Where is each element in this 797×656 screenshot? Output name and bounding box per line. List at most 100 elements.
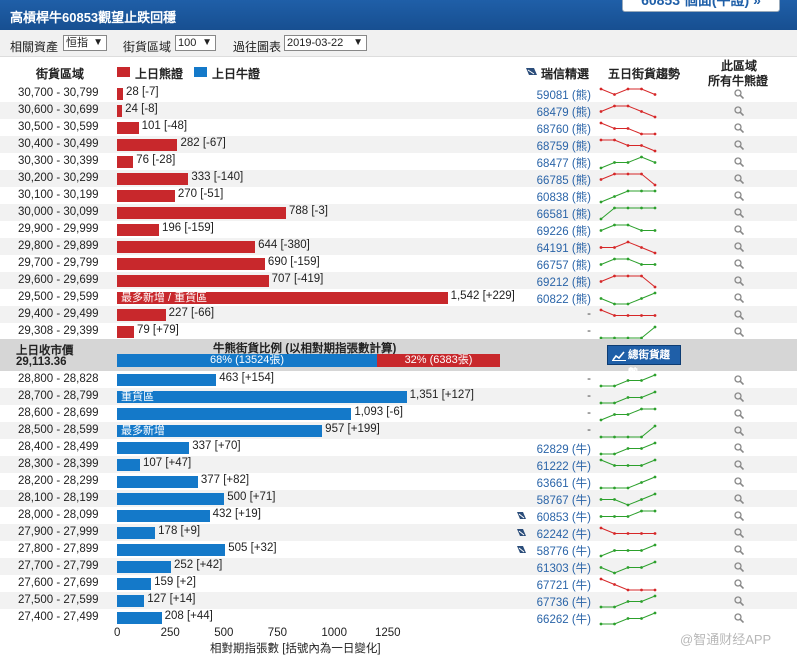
warrant-link[interactable]: 68479 (熊) [536, 107, 591, 119]
magnifier-icon[interactable] [734, 528, 744, 538]
magnifier-icon[interactable] [734, 89, 744, 99]
bar-value-label: 333 [-140] [191, 171, 244, 183]
warrant-link[interactable]: 68760 (熊) [536, 124, 591, 136]
warrant-link[interactable]: 67721 (牛) [536, 580, 591, 592]
warrant-link[interactable]: 58767 (牛) [536, 495, 591, 507]
warrant-link[interactable]: 68477 (熊) [536, 158, 591, 170]
magnifier-icon[interactable] [734, 276, 744, 286]
table-row: 30,700 - 30,799 28 [-7] 59081 (熊) [0, 85, 797, 102]
warrant-link[interactable]: 66785 (熊) [536, 175, 591, 187]
warrant-link[interactable]: 59081 (熊) [536, 90, 591, 102]
bull-ratio-bar: 68% (13524張) [117, 354, 377, 367]
warrant-link[interactable]: 66757 (熊) [536, 260, 591, 272]
range-header: 街貨區域 [36, 67, 85, 81]
magnifier-icon[interactable] [734, 327, 744, 337]
date-select[interactable]: 2019-03-22 ▼ [284, 35, 367, 51]
magnifier-icon[interactable] [734, 242, 744, 252]
trend-sparkline [599, 373, 657, 388]
bar-value-label: 127 [+14] [147, 593, 196, 605]
warrant-link[interactable]: 69212 (熊) [536, 277, 591, 289]
range-label: 27,600 - 27,699 [18, 577, 99, 589]
trend-sparkline [599, 560, 657, 575]
range-label: 30,700 - 30,799 [18, 87, 99, 99]
range-select-value: 100 [178, 37, 197, 49]
warrant-link: - [587, 325, 591, 337]
bar-value-label: 107 [+47] [142, 457, 192, 469]
range-label: 29,900 - 29,999 [18, 223, 99, 235]
warrant-link[interactable]: 67736 (牛) [536, 597, 591, 609]
bar-value-label: 788 [-3] [288, 205, 328, 217]
trend-sparkline [599, 492, 657, 507]
range-select[interactable]: 100 ▼ [175, 35, 216, 51]
warrant-link[interactable]: 62242 (牛) [536, 529, 591, 541]
warrant-link[interactable]: 66581 (熊) [536, 209, 591, 221]
warrant-link[interactable]: 60853 (牛) [536, 512, 591, 524]
magnifier-icon[interactable] [734, 208, 744, 218]
magnifier-icon[interactable] [734, 494, 744, 504]
magnifier-icon[interactable] [734, 477, 744, 487]
magnifier-icon[interactable] [734, 191, 744, 201]
warrant-link[interactable]: 69226 (熊) [536, 226, 591, 238]
warrant-link[interactable]: 62829 (牛) [536, 444, 591, 456]
warrant-detail-button[interactable]: 60853 個面(牛證) » [622, 0, 780, 12]
trend-sparkline [599, 206, 657, 221]
bull-bar: 最多新增 [117, 425, 323, 437]
warrant-link[interactable]: 61303 (牛) [536, 563, 591, 575]
table-row: 30,600 - 30,699 24 [-8] 68479 (熊) [0, 102, 797, 119]
warrant-link[interactable]: 60822 (熊) [536, 294, 591, 306]
magnifier-icon[interactable] [734, 409, 744, 419]
magnifier-icon[interactable] [734, 596, 744, 606]
magnifier-icon[interactable] [734, 293, 744, 303]
trend-sparkline [599, 526, 657, 535]
magnifier-icon[interactable] [734, 140, 744, 150]
magnifier-icon[interactable] [734, 443, 744, 453]
magnifier-icon[interactable] [734, 310, 744, 320]
trend-sparkline [599, 308, 657, 317]
table-row: 27,400 - 27,499 208 [+44] 66262 (牛) [0, 609, 797, 626]
magnifier-icon[interactable] [734, 613, 744, 623]
magnifier-icon[interactable] [734, 562, 744, 572]
magnifier-icon[interactable] [734, 392, 744, 402]
warrant-link[interactable]: 68759 (熊) [536, 141, 591, 153]
magnifier-icon[interactable] [734, 106, 744, 116]
magnifier-icon[interactable] [734, 259, 744, 269]
magnifier-icon[interactable] [734, 426, 744, 436]
axis-tick-label: 500 [214, 627, 234, 639]
magnifier-icon[interactable] [734, 579, 744, 589]
axis-tick-label: 250 [160, 627, 180, 639]
total-trend-button[interactable]: 總街貨趨勢 [607, 345, 681, 379]
magnifier-icon[interactable] [734, 511, 744, 521]
magnifier-icon[interactable] [734, 460, 744, 470]
warrant-link[interactable]: 60838 (熊) [536, 192, 591, 204]
warrant-link[interactable]: 61222 (牛) [536, 461, 591, 473]
table-row: 29,900 - 29,999 196 [-159] 69226 (熊) [0, 221, 797, 238]
credit-suisse-icon [526, 68, 537, 75]
magnifier-icon[interactable] [734, 545, 744, 555]
magnifier-icon[interactable] [734, 157, 744, 167]
table-row: 27,700 - 27,799 252 [+42] 61303 (牛) [0, 558, 797, 575]
warrant-link[interactable]: 58776 (牛) [536, 546, 591, 558]
magnifier-icon[interactable] [734, 375, 744, 385]
table-row: 27,600 - 27,699 159 [+2] 67721 (牛) [0, 575, 797, 592]
warrant-link[interactable]: 66262 (牛) [536, 614, 591, 626]
bear-bar [117, 122, 139, 134]
table-row: 28,100 - 28,199 500 [+71] 58767 (牛) [0, 490, 797, 507]
bar-value-label: 690 [-159] [267, 256, 320, 268]
warrant-link[interactable]: 63661 (牛) [536, 478, 591, 490]
chevron-down-icon: ▼ [93, 37, 103, 48]
axis-tick-label: 750 [267, 627, 287, 639]
warrant-link[interactable]: 64191 (熊) [536, 243, 591, 255]
table-row: 28,400 - 28,499 337 [+70] 62829 (牛) [0, 439, 797, 456]
asset-select[interactable]: 恒指 ▼ [63, 35, 107, 51]
trend-sparkline [599, 155, 657, 170]
magnifier-icon[interactable] [734, 174, 744, 184]
bar-value-label: 208 [+44] [164, 610, 213, 622]
bull-bar [117, 527, 156, 539]
range-label: 30,400 - 30,499 [18, 138, 99, 150]
table-header: 街貨區域 上日熊證 上日牛證 瑞信精選 五日街貨趨勢 此區域 所有牛熊證 [0, 57, 797, 88]
magnifier-icon[interactable] [734, 225, 744, 235]
table-row: 29,800 - 29,899 644 [-380] 64191 (熊) [0, 238, 797, 255]
bull-bar [117, 612, 162, 624]
bull-bar [117, 476, 198, 488]
magnifier-icon[interactable] [734, 123, 744, 133]
